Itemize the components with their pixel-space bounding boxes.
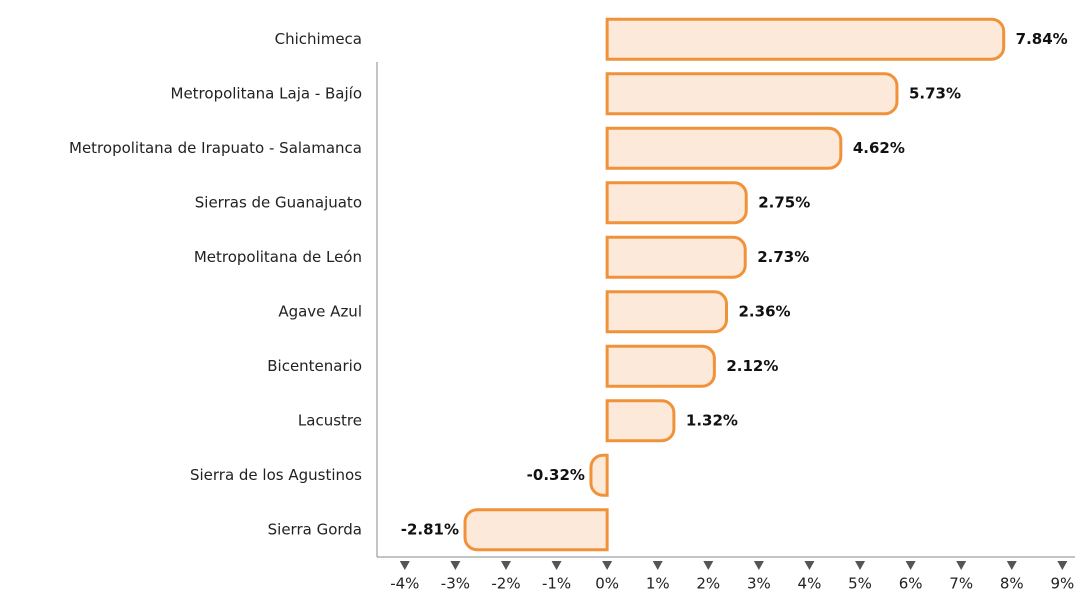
- value-label: 5.73%: [909, 84, 961, 102]
- x-tick-label: 2%: [696, 575, 720, 593]
- tick-mark: [703, 561, 714, 570]
- tick-mark: [905, 561, 916, 570]
- value-label: 7.84%: [1016, 30, 1068, 48]
- y-tick-label: Bicentenario: [267, 357, 362, 375]
- tick-mark: [602, 561, 613, 570]
- x-tick-label: 7%: [949, 575, 973, 593]
- x-tick-label: 1%: [646, 575, 670, 593]
- x-tick-label: -3%: [441, 575, 470, 593]
- x-tick-label: 3%: [747, 575, 771, 593]
- tick-mark: [804, 561, 815, 570]
- tick-mark: [399, 561, 410, 570]
- tick-mark: [1006, 561, 1017, 570]
- tick-mark: [652, 561, 663, 570]
- bar: [463, 508, 609, 552]
- x-tick-label: -4%: [390, 575, 419, 593]
- value-label: 1.32%: [686, 411, 738, 429]
- value-label: 2.12%: [726, 357, 778, 375]
- x-tick-label: 9%: [1050, 575, 1074, 593]
- bar: [589, 453, 609, 497]
- value-label: -0.32%: [527, 466, 585, 484]
- bar: [605, 17, 1006, 61]
- y-tick-label: Sierra de los Agustinos: [190, 466, 362, 484]
- x-tick-label: 6%: [899, 575, 923, 593]
- value-label: 2.36%: [739, 302, 791, 320]
- bar: [605, 344, 716, 388]
- tick-mark: [551, 561, 562, 570]
- bar: [605, 126, 843, 170]
- y-tick-label: Agave Azul: [278, 302, 362, 320]
- x-tick-label: -1%: [542, 575, 571, 593]
- bar: [605, 72, 899, 116]
- tick-mark: [956, 561, 967, 570]
- x-tick-label: 5%: [848, 575, 872, 593]
- y-tick-label: Chichimeca: [275, 30, 362, 48]
- tick-mark: [753, 561, 764, 570]
- y-tick-label: Sierras de Guanajuato: [195, 193, 362, 211]
- tick-mark: [1057, 561, 1068, 570]
- y-tick-label: Sierra Gorda: [268, 520, 362, 538]
- bar: [605, 235, 747, 279]
- bar: [605, 290, 729, 334]
- x-tick-label: -2%: [491, 575, 520, 593]
- y-tick-label: Lacustre: [298, 411, 362, 429]
- x-tick-label: 0%: [595, 575, 619, 593]
- y-tick-label: Metropolitana de Irapuato - Salamanca: [69, 139, 362, 157]
- tick-mark: [450, 561, 461, 570]
- tick-mark: [500, 561, 511, 570]
- tick-mark: [855, 561, 866, 570]
- x-tick-label: 8%: [1000, 575, 1024, 593]
- bar: [605, 399, 676, 443]
- y-tick-label: Metropolitana de León: [194, 248, 362, 266]
- value-label: 2.75%: [758, 193, 810, 211]
- x-tick-label: 4%: [798, 575, 822, 593]
- value-label: 4.62%: [853, 139, 905, 157]
- y-tick-label: Metropolitana Laja - Bajío: [171, 84, 363, 102]
- bar: [605, 181, 748, 225]
- value-label: 2.73%: [757, 248, 809, 266]
- value-label: -2.81%: [401, 520, 459, 538]
